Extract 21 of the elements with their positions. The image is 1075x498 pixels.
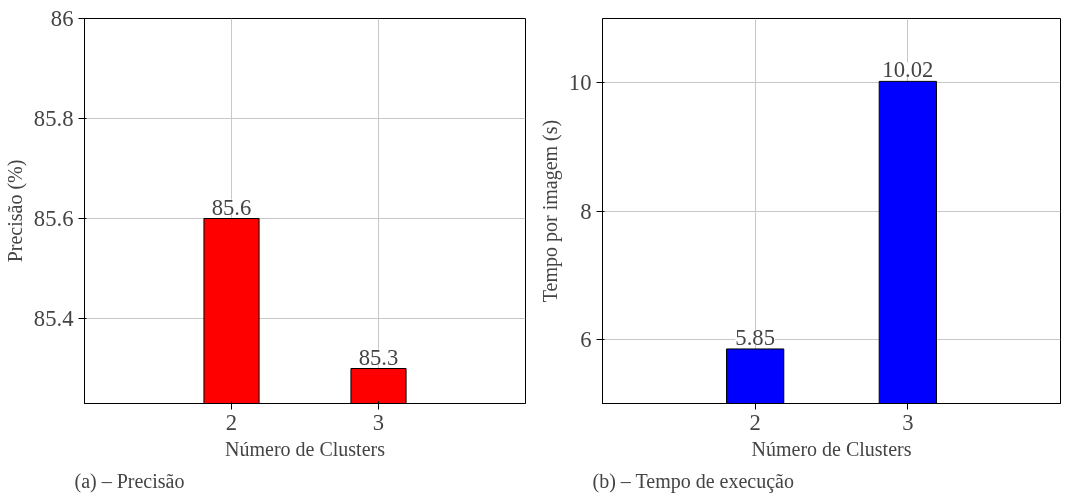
y-tick-label: 85.8 — [33, 106, 74, 131]
y-tick-label: 85.6 — [33, 206, 74, 231]
data-label: 85.3 — [358, 344, 399, 370]
y-axis-title: Precisão (%) — [3, 159, 27, 263]
y-tick-label: 8 — [580, 198, 592, 224]
x-axis-title: Número de Clusters — [225, 437, 386, 460]
y-tick-label: 10 — [568, 70, 592, 96]
text: (b) – Tempo de execução — [592, 469, 794, 493]
x-tick-label: 3 — [372, 409, 385, 435]
y-tick-label: 86 — [50, 6, 74, 31]
y-tick-label: 85.4 — [33, 306, 74, 331]
x-tick-label: 2 — [225, 409, 238, 435]
text: (a) – Precisão — [74, 469, 185, 493]
x-axis-title: Número de Clusters — [751, 437, 912, 460]
y-tick-label: 6 — [580, 326, 592, 352]
x-tick-label: 2 — [749, 409, 761, 435]
y-axis-title: Tempo por imagem (s) — [538, 119, 562, 303]
data-label: 85.6 — [211, 194, 252, 220]
x-tick-label: 3 — [902, 409, 914, 435]
data-label: 10.02 — [882, 57, 934, 83]
data-label: 5.85 — [735, 324, 775, 350]
